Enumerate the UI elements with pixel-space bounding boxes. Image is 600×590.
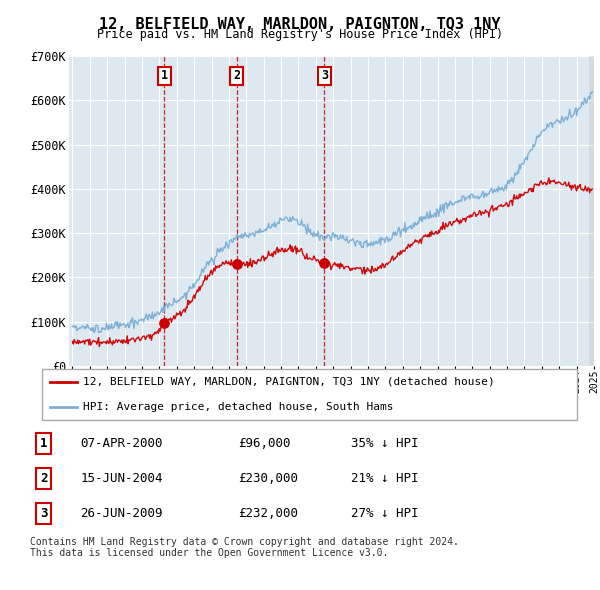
Text: £230,000: £230,000: [238, 472, 298, 485]
Text: 15-JUN-2004: 15-JUN-2004: [80, 472, 163, 485]
FancyBboxPatch shape: [41, 369, 577, 419]
Text: 27% ↓ HPI: 27% ↓ HPI: [351, 507, 419, 520]
Text: 2: 2: [233, 70, 241, 83]
Text: 12, BELFIELD WAY, MARLDON, PAIGNTON, TQ3 1NY (detached house): 12, BELFIELD WAY, MARLDON, PAIGNTON, TQ3…: [83, 377, 494, 387]
Text: Price paid vs. HM Land Registry's House Price Index (HPI): Price paid vs. HM Land Registry's House …: [97, 28, 503, 41]
Text: 26-JUN-2009: 26-JUN-2009: [80, 507, 163, 520]
Text: 07-APR-2000: 07-APR-2000: [80, 437, 163, 450]
Text: 1: 1: [40, 437, 47, 450]
Text: 21% ↓ HPI: 21% ↓ HPI: [351, 472, 419, 485]
Text: £96,000: £96,000: [238, 437, 291, 450]
Polygon shape: [589, 56, 596, 366]
Text: 3: 3: [321, 70, 328, 83]
Text: HPI: Average price, detached house, South Hams: HPI: Average price, detached house, Sout…: [83, 402, 394, 412]
Text: 2: 2: [40, 472, 47, 485]
Point: [159, 319, 169, 328]
Text: 35% ↓ HPI: 35% ↓ HPI: [351, 437, 419, 450]
Text: 3: 3: [40, 507, 47, 520]
Text: £232,000: £232,000: [238, 507, 298, 520]
Point: [232, 260, 242, 269]
Text: Contains HM Land Registry data © Crown copyright and database right 2024.
This d: Contains HM Land Registry data © Crown c…: [29, 537, 458, 559]
Point: [320, 258, 329, 268]
Text: 12, BELFIELD WAY, MARLDON, PAIGNTON, TQ3 1NY: 12, BELFIELD WAY, MARLDON, PAIGNTON, TQ3…: [99, 17, 501, 31]
Text: 1: 1: [161, 70, 167, 83]
